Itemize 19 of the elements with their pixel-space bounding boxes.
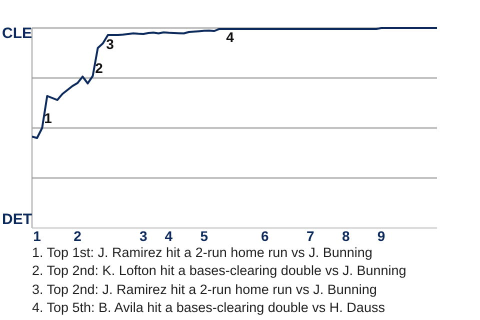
x-tick-label: 9 [377, 228, 386, 244]
annotation: DET [2, 211, 32, 228]
annotation: 1 [44, 110, 52, 126]
x-tick-label: 2 [74, 228, 82, 244]
annotation: 2 [95, 60, 104, 76]
x-tick-label: 7 [306, 228, 315, 244]
text: 2. Top 2nd: K. Lofton hit a bases-clearing double vs J. Bunning [32, 262, 406, 280]
text: 4. Top 5th: B. Avila hit a bases-clearing double vs H. Dauss [32, 298, 386, 317]
x-tick-label: 6 [260, 228, 269, 244]
annotation: 4 [226, 29, 234, 45]
x-tick-label: 1 [33, 228, 42, 244]
x-tick-label: 8 [342, 228, 350, 244]
annotation: 3 [106, 36, 114, 52]
x-tick-label: 5 [200, 228, 208, 244]
x-tick-label: 4 [164, 228, 173, 244]
x-tick-label: 3 [139, 228, 148, 244]
text: 3. Top 2nd: J. Ramirez hit a 2-run home run vs J. Bunning [32, 280, 378, 299]
text: 1. Top 1st: J. Ramirez hit a 2-run home run vs J. Bunning [32, 244, 374, 262]
annotation: CLE [2, 25, 32, 42]
